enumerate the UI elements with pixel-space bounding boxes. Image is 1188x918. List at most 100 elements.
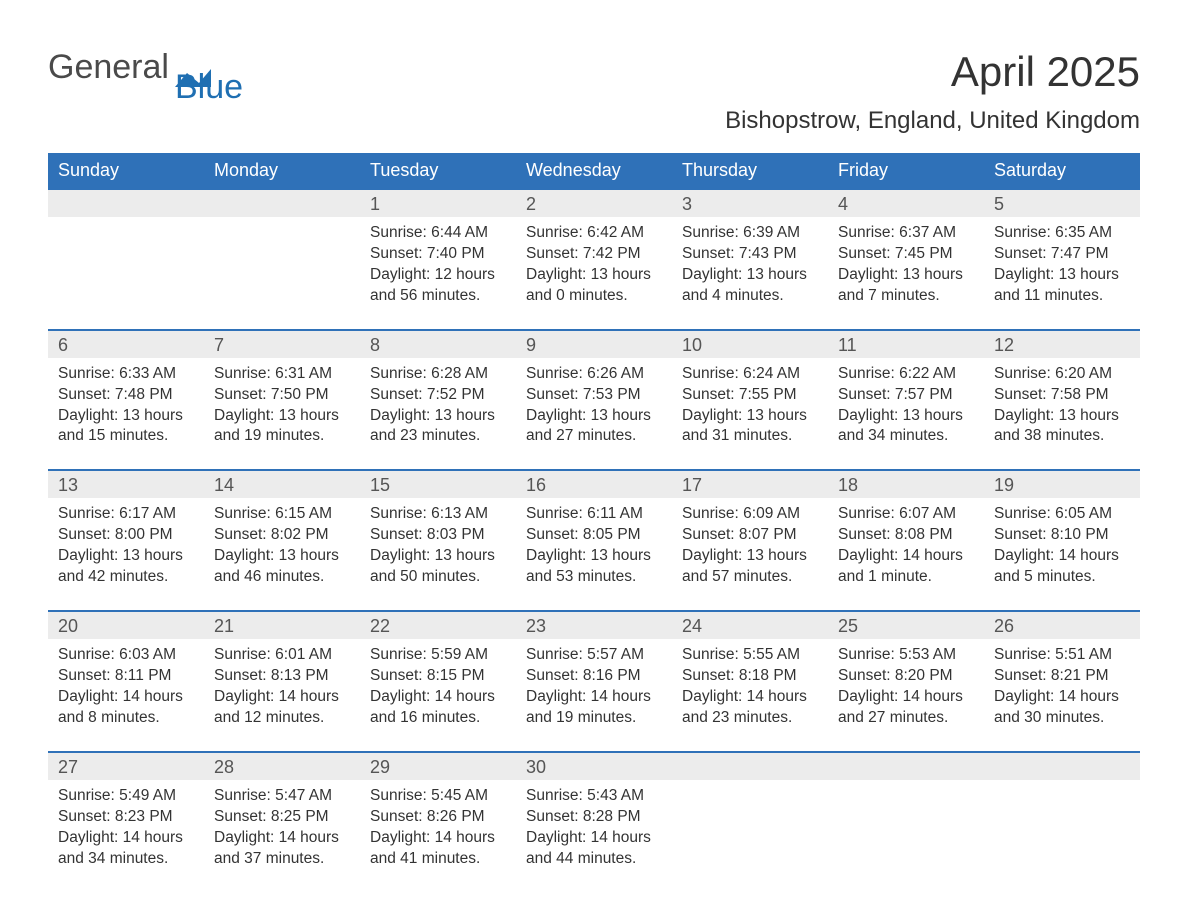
daylight-line1: Daylight: 13 hours xyxy=(526,265,662,286)
day-header-row: Sunday Monday Tuesday Wednesday Thursday… xyxy=(48,153,1140,188)
daycontent-row: Sunrise: 6:44 AMSunset: 7:40 PMDaylight:… xyxy=(48,217,1140,317)
sunrise-text: Sunrise: 6:17 AM xyxy=(58,504,194,525)
daylight-line1: Daylight: 14 hours xyxy=(214,687,350,708)
calendar-grid: Sunday Monday Tuesday Wednesday Thursday… xyxy=(48,153,1140,879)
daylight-line2: and 12 minutes. xyxy=(214,708,350,729)
sunrise-text: Sunrise: 6:26 AM xyxy=(526,364,662,385)
daylight-line2: and 53 minutes. xyxy=(526,567,662,588)
day-cell: Sunrise: 5:55 AMSunset: 8:18 PMDaylight:… xyxy=(672,639,828,739)
sunset-text: Sunset: 7:50 PM xyxy=(214,385,350,406)
sunrise-text: Sunrise: 5:43 AM xyxy=(526,786,662,807)
day-number: 29 xyxy=(360,753,516,780)
sunrise-text: Sunrise: 6:03 AM xyxy=(58,645,194,666)
daylight-line2: and 23 minutes. xyxy=(370,426,506,447)
daylight-line1: Daylight: 13 hours xyxy=(994,265,1130,286)
day-number: 21 xyxy=(204,612,360,639)
daycontent-row: Sunrise: 5:49 AMSunset: 8:23 PMDaylight:… xyxy=(48,780,1140,880)
sunset-text: Sunset: 8:10 PM xyxy=(994,525,1130,546)
daylight-line1: Daylight: 13 hours xyxy=(370,406,506,427)
day-number: 14 xyxy=(204,471,360,498)
sunset-text: Sunset: 7:58 PM xyxy=(994,385,1130,406)
sunrise-text: Sunrise: 6:28 AM xyxy=(370,364,506,385)
sunrise-text: Sunrise: 6:13 AM xyxy=(370,504,506,525)
sunrise-text: Sunrise: 5:53 AM xyxy=(838,645,974,666)
day-number: 7 xyxy=(204,331,360,358)
daylight-line1: Daylight: 13 hours xyxy=(214,546,350,567)
sunrise-text: Sunrise: 6:22 AM xyxy=(838,364,974,385)
daylight-line1: Daylight: 14 hours xyxy=(58,687,194,708)
daylight-line2: and 38 minutes. xyxy=(994,426,1130,447)
location-label: Bishopstrow, England, United Kingdom xyxy=(48,107,1140,135)
daylight-line1: Daylight: 13 hours xyxy=(682,406,818,427)
daylight-line1: Daylight: 14 hours xyxy=(682,687,818,708)
daylight-line1: Daylight: 14 hours xyxy=(58,828,194,849)
sunset-text: Sunset: 8:23 PM xyxy=(58,807,194,828)
day-cell: Sunrise: 5:57 AMSunset: 8:16 PMDaylight:… xyxy=(516,639,672,739)
sunrise-text: Sunrise: 6:20 AM xyxy=(994,364,1130,385)
sunset-text: Sunset: 8:18 PM xyxy=(682,666,818,687)
daylight-line1: Daylight: 14 hours xyxy=(838,687,974,708)
day-header-sat: Saturday xyxy=(984,153,1140,188)
day-cell: Sunrise: 5:43 AMSunset: 8:28 PMDaylight:… xyxy=(516,780,672,880)
day-number xyxy=(828,753,984,780)
day-number xyxy=(984,753,1140,780)
day-cell: Sunrise: 6:05 AMSunset: 8:10 PMDaylight:… xyxy=(984,498,1140,598)
daylight-line2: and 50 minutes. xyxy=(370,567,506,588)
day-cell: Sunrise: 6:15 AMSunset: 8:02 PMDaylight:… xyxy=(204,498,360,598)
weeks-container: 12345Sunrise: 6:44 AMSunset: 7:40 PMDayl… xyxy=(48,188,1140,879)
day-cell xyxy=(204,217,360,317)
day-cell: Sunrise: 6:28 AMSunset: 7:52 PMDaylight:… xyxy=(360,358,516,458)
sunrise-text: Sunrise: 6:42 AM xyxy=(526,223,662,244)
day-number: 3 xyxy=(672,190,828,217)
daylight-line1: Daylight: 14 hours xyxy=(526,687,662,708)
day-number: 6 xyxy=(48,331,204,358)
daylight-line1: Daylight: 12 hours xyxy=(370,265,506,286)
daylight-line1: Daylight: 13 hours xyxy=(682,265,818,286)
day-cell: Sunrise: 5:53 AMSunset: 8:20 PMDaylight:… xyxy=(828,639,984,739)
daycontent-row: Sunrise: 6:17 AMSunset: 8:00 PMDaylight:… xyxy=(48,498,1140,598)
day-number: 10 xyxy=(672,331,828,358)
sunrise-text: Sunrise: 6:31 AM xyxy=(214,364,350,385)
day-number: 23 xyxy=(516,612,672,639)
daynum-row: 20212223242526 xyxy=(48,610,1140,639)
sunset-text: Sunset: 7:40 PM xyxy=(370,244,506,265)
sunset-text: Sunset: 8:02 PM xyxy=(214,525,350,546)
day-cell: Sunrise: 6:20 AMSunset: 7:58 PMDaylight:… xyxy=(984,358,1140,458)
day-cell: Sunrise: 5:59 AMSunset: 8:15 PMDaylight:… xyxy=(360,639,516,739)
day-number xyxy=(672,753,828,780)
daylight-line1: Daylight: 13 hours xyxy=(682,546,818,567)
sunset-text: Sunset: 8:11 PM xyxy=(58,666,194,687)
sunset-text: Sunset: 8:15 PM xyxy=(370,666,506,687)
day-cell: Sunrise: 6:11 AMSunset: 8:05 PMDaylight:… xyxy=(516,498,672,598)
sunrise-text: Sunrise: 6:24 AM xyxy=(682,364,818,385)
daylight-line1: Daylight: 13 hours xyxy=(58,406,194,427)
day-number: 13 xyxy=(48,471,204,498)
sunset-text: Sunset: 7:57 PM xyxy=(838,385,974,406)
daylight-line2: and 56 minutes. xyxy=(370,286,506,307)
sunrise-text: Sunrise: 6:15 AM xyxy=(214,504,350,525)
daylight-line2: and 34 minutes. xyxy=(58,849,194,870)
day-header-sun: Sunday xyxy=(48,153,204,188)
logo-text-b: Blue xyxy=(175,68,243,107)
day-cell xyxy=(48,217,204,317)
day-cell: Sunrise: 6:44 AMSunset: 7:40 PMDaylight:… xyxy=(360,217,516,317)
daylight-line1: Daylight: 13 hours xyxy=(526,406,662,427)
sunset-text: Sunset: 7:52 PM xyxy=(370,385,506,406)
day-number: 16 xyxy=(516,471,672,498)
day-cell: Sunrise: 5:49 AMSunset: 8:23 PMDaylight:… xyxy=(48,780,204,880)
day-number: 9 xyxy=(516,331,672,358)
day-cell xyxy=(672,780,828,880)
day-number: 28 xyxy=(204,753,360,780)
sunrise-text: Sunrise: 5:49 AM xyxy=(58,786,194,807)
sunset-text: Sunset: 8:16 PM xyxy=(526,666,662,687)
daylight-line2: and 7 minutes. xyxy=(838,286,974,307)
day-cell: Sunrise: 6:39 AMSunset: 7:43 PMDaylight:… xyxy=(672,217,828,317)
day-number: 26 xyxy=(984,612,1140,639)
sunset-text: Sunset: 8:07 PM xyxy=(682,525,818,546)
sunset-text: Sunset: 7:47 PM xyxy=(994,244,1130,265)
day-number xyxy=(48,190,204,217)
day-cell: Sunrise: 6:42 AMSunset: 7:42 PMDaylight:… xyxy=(516,217,672,317)
day-number: 17 xyxy=(672,471,828,498)
daynum-row: 6789101112 xyxy=(48,329,1140,358)
day-cell: Sunrise: 6:37 AMSunset: 7:45 PMDaylight:… xyxy=(828,217,984,317)
